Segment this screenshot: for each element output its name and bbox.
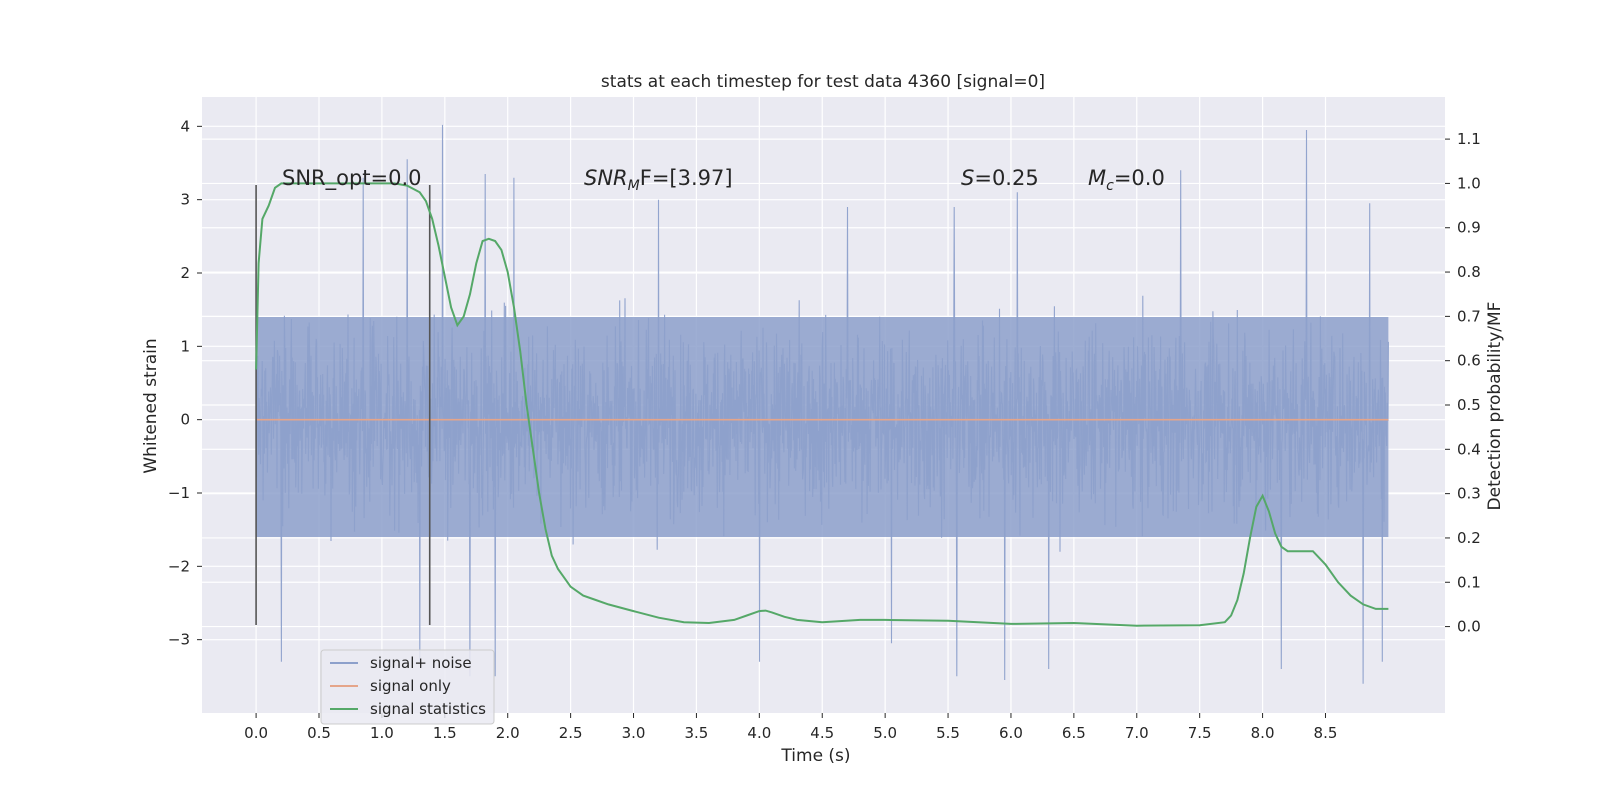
x-tick-label: 0.0: [244, 724, 268, 742]
annotation-mc-sub: c: [1106, 178, 1114, 194]
x-tick-label: 5.5: [936, 724, 960, 742]
legend-box: [320, 649, 495, 725]
chart-title: stats at each timestep for test data 436…: [601, 72, 1045, 92]
series-signal-noise: [255, 124, 1389, 684]
annotation-mc-main: M: [1088, 166, 1106, 190]
y-tick-label: 0: [180, 411, 190, 429]
y-axis-label: Whitened strain: [141, 338, 161, 473]
x-tick-label: 1.0: [370, 724, 394, 742]
x-tick-label: 2.0: [496, 724, 520, 742]
y-tick-labels: 4 3 2 1 0 −1 −2 −3: [168, 117, 190, 648]
x-tick-label: 5.0: [873, 724, 897, 742]
annotation-snr-mf-sub: M: [628, 178, 640, 194]
y2-axis-label: Detection probability/MF: [1485, 302, 1505, 511]
legend-label-signal-only: signal only: [370, 677, 451, 695]
annotation-snr-mf-rest: F=[3.97]: [640, 166, 733, 190]
legend-label-signal-statistics: signal statistics: [370, 700, 486, 718]
y-tick-label: −1: [168, 484, 190, 502]
annotation-s-main: S: [961, 166, 974, 190]
x-tick-label: 2.5: [559, 724, 583, 742]
y-tick-label: 4: [180, 117, 190, 135]
annotation-snr-mf: SNRMF=[3.97]: [584, 166, 733, 194]
x-tick-labels: 0.0 0.5 1.0 1.5 2.0 2.5 3.0 3.5 4.0 4.5 5.0 5.5 6.0 6…: [244, 724, 1337, 742]
y2-tick-label: 1.0: [1457, 174, 1481, 192]
statistics-line: [255, 182, 1389, 627]
y2-tick-label: 0.9: [1457, 219, 1481, 237]
y2-tick-labels: 1.1 1.0 0.9 0.8 0.7 0.6 0.5 0.4 0.3 0.2 0.1 0.0: [1457, 130, 1481, 635]
x-tick-label: 3.0: [622, 724, 646, 742]
y2-tick-label: 0.1: [1457, 573, 1481, 591]
vertical-markers: [255, 185, 431, 625]
x-tick-label: 8.0: [1251, 724, 1275, 742]
legend-label-signal-noise: signal+ noise: [370, 654, 472, 672]
x-tick-label: 1.5: [433, 724, 457, 742]
x-tick-label: 3.5: [685, 724, 709, 742]
y-tick-label: 3: [180, 191, 190, 209]
annotation-s-rest: =0.25: [974, 166, 1038, 190]
annotation-snr-opt: SNR_opt=0.0: [282, 166, 422, 191]
annotation-snr-mf-main: SNR: [584, 166, 628, 190]
annotation-mc: Mc=0.0: [1088, 166, 1165, 194]
x-tick-label: 8.5: [1314, 724, 1338, 742]
annotations: SNR_opt=0.0 SNRMF=[3.97] S=0.25 Mc=0.0: [282, 166, 1165, 194]
y2-tick-label: 0.7: [1457, 307, 1481, 325]
y-tick-label: −2: [168, 557, 190, 575]
y2-tick-label: 1.1: [1457, 130, 1481, 148]
noise-trace: [255, 124, 1389, 684]
y2-tick-label: 0.8: [1457, 263, 1481, 281]
y2-tick-label: 0.4: [1457, 440, 1481, 458]
y-tick-label: 1: [180, 337, 190, 355]
y2-tick-label: 0.5: [1457, 396, 1481, 414]
y-tick-label: −3: [168, 631, 190, 649]
x-tick-label: 4.0: [747, 724, 771, 742]
y2-tick-label: 0.2: [1457, 529, 1481, 547]
legend: signal+ noise signal only signal statist…: [320, 649, 495, 725]
y2-tick-label: 0.3: [1457, 485, 1481, 503]
x-tick-label: 4.5: [810, 724, 834, 742]
x-tick-label: 7.0: [1125, 724, 1149, 742]
annotation-s: S=0.25: [961, 166, 1039, 190]
y2-tick-label: 0.6: [1457, 352, 1481, 370]
x-tick-label: 6.5: [1062, 724, 1086, 742]
y2-tick-label: 0.0: [1457, 618, 1481, 636]
tick-marks: [197, 125, 1450, 718]
x-tick-label: 0.5: [307, 724, 331, 742]
annotation-mc-rest: =0.0: [1114, 166, 1165, 190]
series-signal-statistics: [255, 182, 1389, 627]
x-tick-label: 7.5: [1188, 724, 1212, 742]
x-axis-label: Time (s): [780, 746, 850, 766]
y-tick-label: 2: [180, 264, 190, 282]
x-tick-label: 6.0: [999, 724, 1023, 742]
